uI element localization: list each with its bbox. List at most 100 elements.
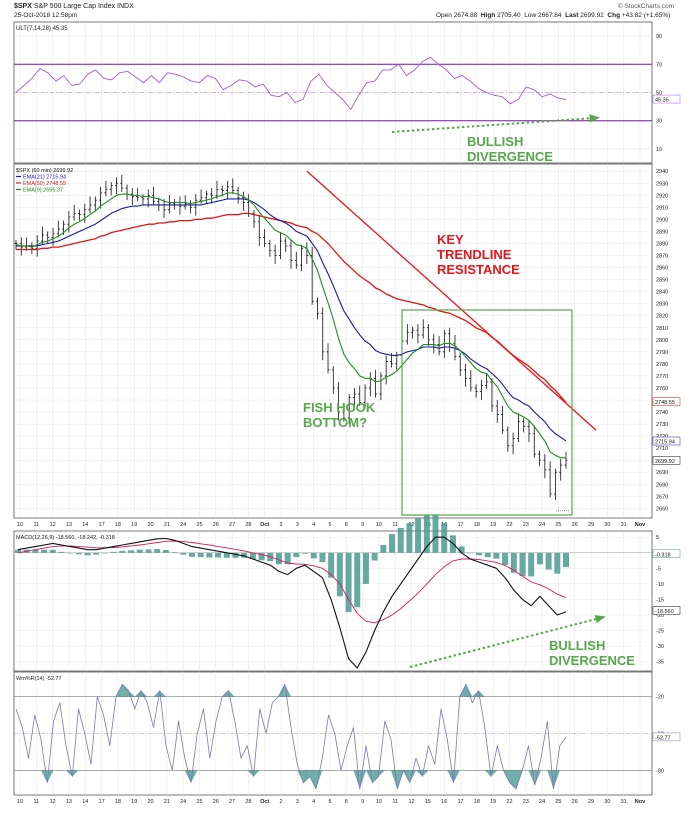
price-y-tick: 2660: [656, 506, 668, 512]
price-bars: [14, 174, 568, 500]
macd-y-tick: 5: [656, 535, 659, 541]
price-bar: [543, 454, 547, 479]
x-tick-label-bottom: 31: [621, 799, 627, 805]
x-tick-label-mid: 29: [588, 522, 594, 528]
price-bar: [252, 209, 256, 228]
wr-overbought-fill: [466, 684, 473, 697]
price-bar: [352, 387, 356, 407]
price-bar: [77, 209, 81, 221]
x-tick-label-bottom: 8: [345, 799, 348, 805]
wr-overbought-fill: [153, 690, 160, 697]
price-bar: [204, 190, 208, 204]
price-bar: [146, 189, 150, 208]
x-tick-label-bottom: 24: [180, 799, 186, 805]
x-tick-label-mid: 9: [361, 522, 364, 528]
macd-hist-bar: [493, 552, 500, 559]
macd-hist-bar: [336, 552, 343, 597]
price-bar: [14, 239, 18, 250]
ema21-last-label: 2715.94: [655, 440, 675, 446]
bullish-divergence-arrow-top-head: [589, 114, 600, 123]
x-tick-label-bottom: 19: [490, 799, 496, 805]
x-tick-label-bottom: 28: [245, 799, 251, 805]
price-bar: [215, 180, 219, 199]
low-value: 2667.84: [537, 12, 562, 19]
macd-hist-last-label: -0.318: [655, 552, 671, 558]
x-tick-label-bottom: 25: [196, 799, 202, 805]
x-tick-label-bottom: 26: [572, 799, 578, 805]
price-y-tick: 2940: [656, 169, 668, 175]
price-bar: [342, 403, 346, 422]
x-tick-label-mid: 24: [539, 522, 545, 528]
x-tick-label-mid: 27: [229, 522, 235, 528]
price-bar: [379, 372, 383, 400]
wr-overbought-fill: [228, 690, 235, 697]
price-last-label: 2699.92: [655, 459, 675, 465]
ult-y-tick: 50: [656, 91, 662, 97]
macd-hist-last-label-box: [652, 549, 681, 559]
price-bar: [152, 186, 155, 205]
ult-legend: ULT(7,14,28) 45.35: [16, 26, 68, 32]
price-y-tick: 2800: [656, 338, 668, 344]
high-value: 2705.40: [497, 12, 521, 19]
macd-hist-bar: [502, 552, 509, 565]
x-tick-label-mid: Oct: [260, 522, 269, 528]
x-tick-label-mid: 24: [180, 522, 186, 528]
price-bar: [337, 381, 341, 421]
high-label: High: [480, 12, 496, 19]
macd-hist-bar: [223, 552, 230, 558]
wr-oversold-fill: [409, 770, 416, 783]
x-tick-label-mid: 22: [506, 522, 512, 528]
wr-overbought-fill: [472, 690, 479, 697]
wr-oversold-fill: [453, 770, 460, 783]
x-tick-label-bottom: 29: [588, 799, 594, 805]
wr-oversold-fill: [66, 770, 73, 777]
x-tick-label-mid: 20: [147, 522, 153, 528]
price-bar: [56, 220, 60, 238]
macd-hist-bar: [75, 552, 82, 555]
price-bar: [522, 418, 526, 433]
x-tick-label-mid: 25: [555, 522, 561, 528]
wr-overbought-fill: [141, 690, 148, 697]
macd-y-tick: -20: [656, 613, 664, 619]
wr-oversold-fill: [316, 770, 323, 789]
bullish-divergence-arrow-bottom-head: [594, 615, 606, 624]
chart-date: 25-Oct-2018 12:58pm: [14, 12, 78, 19]
fish-hook-box: [401, 309, 573, 516]
x-tick-label-mid: 17: [457, 522, 463, 528]
low-label: Low: [524, 12, 537, 19]
price-y-tick: 2680: [656, 482, 668, 488]
annotation-fish-hook-bottom: FISH HOOK BOTTOM?: [303, 400, 376, 430]
price-bar: [421, 319, 425, 339]
macd-hist-bar: [519, 552, 526, 577]
x-tick-label-mid: 19: [131, 522, 137, 528]
ult-y-tick: 30: [656, 119, 662, 125]
x-tick-label-bottom: Oct: [260, 799, 269, 805]
macd-y-tick: -15: [656, 597, 664, 603]
x-tick-label-bottom: 17: [457, 799, 463, 805]
macd-hist-bar: [258, 552, 265, 561]
x-tick-label-bottom: 11: [392, 799, 398, 805]
wr-oversold-fill: [359, 770, 366, 789]
chg-value: +43.82 (+1.65%): [621, 12, 671, 19]
x-tick-label-mid: 28: [245, 522, 251, 528]
price-bar: [321, 307, 325, 361]
x-tick-label-mid: 18: [115, 522, 121, 528]
macd-hist-bar: [380, 545, 387, 553]
price-bar: [538, 450, 542, 467]
macd-hist-bar: [415, 518, 422, 553]
x-tick-label-mid: 23: [523, 522, 529, 528]
price-bar: [315, 297, 319, 320]
price-bar: [67, 210, 71, 233]
macd-y-tick: -30: [656, 644, 664, 650]
macd-hist-bar: [563, 552, 569, 568]
price-bar: [427, 324, 430, 346]
price-bar: [226, 180, 230, 199]
price-bar: [326, 343, 330, 374]
x-tick-label-mid: 18: [474, 522, 480, 528]
x-tick-label-mid: 4: [312, 522, 315, 528]
price-bar: [564, 451, 568, 469]
price-legend-item: EMA(50) 2748.55: [23, 181, 66, 187]
macd-hist-bar: [93, 552, 100, 555]
wr-overbought-fill: [478, 690, 485, 697]
macd-hist-bar: [293, 552, 300, 558]
